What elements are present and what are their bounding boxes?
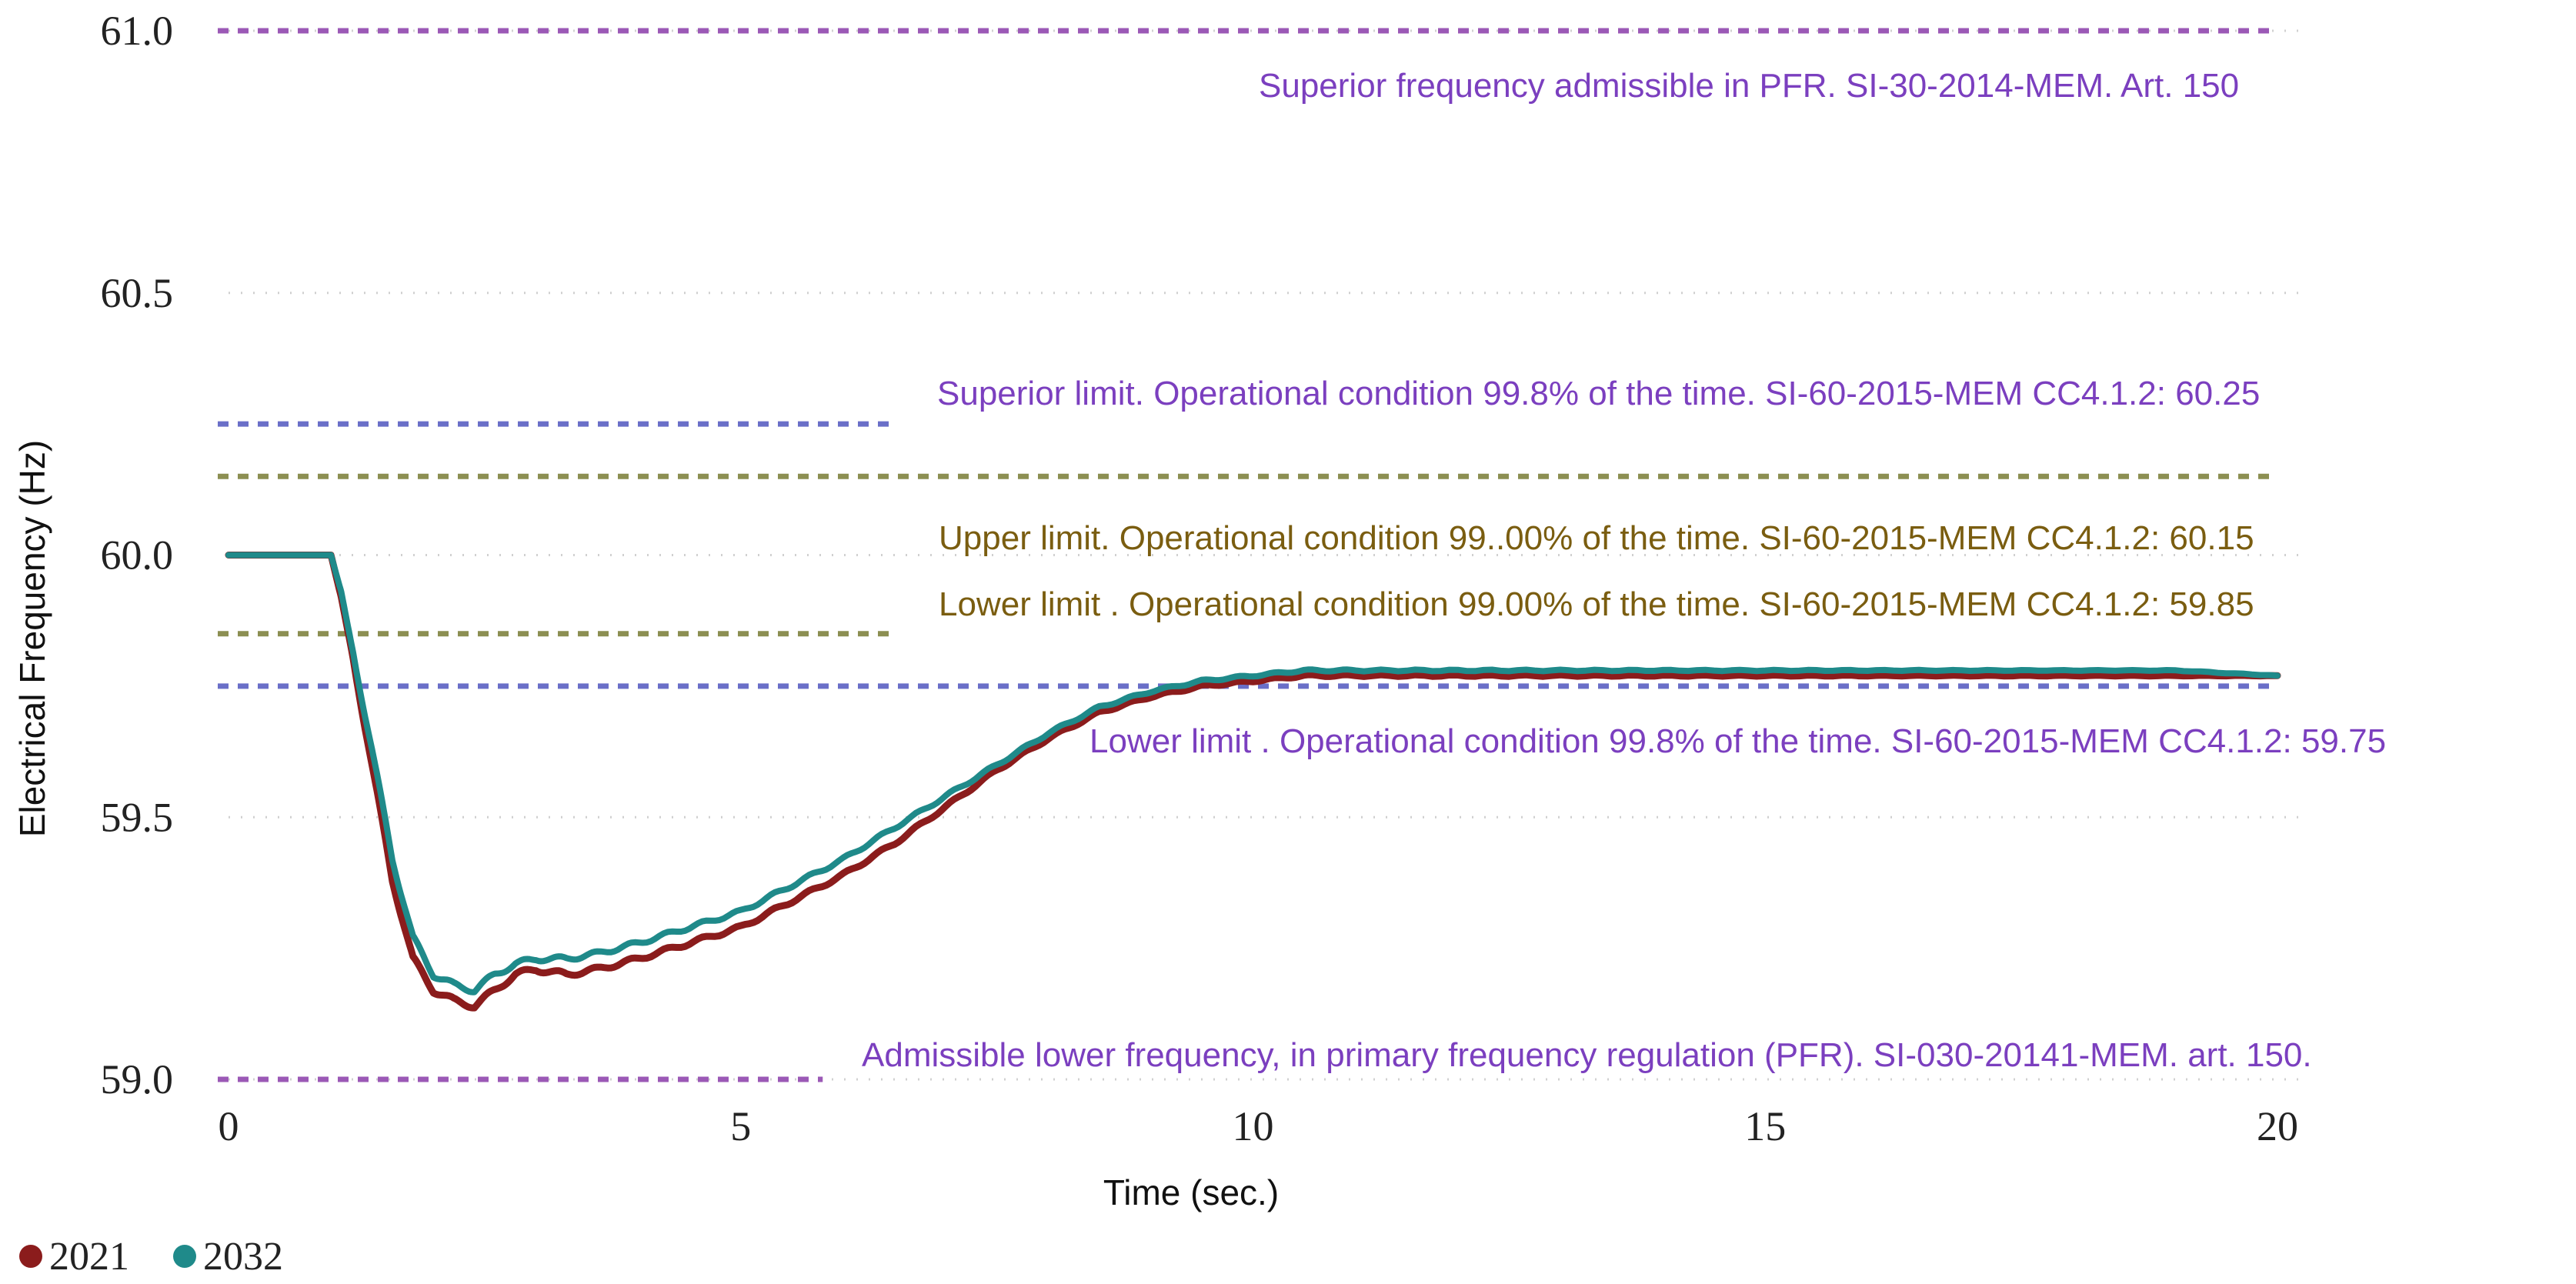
reference-lines xyxy=(218,28,2277,1082)
data-series xyxy=(225,552,2281,1012)
legend-marker-2032 xyxy=(173,1245,196,1268)
y-axis-title: Electrical Frequency (Hz) xyxy=(12,440,52,837)
annotation-label-5: Admissible lower frequency, in primary f… xyxy=(862,1036,2312,1074)
y-tick-label-2: 60.0 xyxy=(101,532,174,579)
annotation-label-2: Upper limit. Operational condition 99..0… xyxy=(939,519,2254,557)
y-axis-ticks: 59.0 59.5 60.0 60.5 61.0 xyxy=(101,8,174,1102)
x-tick-label-3: 15 xyxy=(1744,1103,1786,1149)
legend-label-2021: 2021 xyxy=(49,1235,129,1279)
x-axis-title: Time (sec.) xyxy=(1103,1172,1279,1212)
y-tick-label-0: 59.0 xyxy=(101,1056,174,1102)
annotation-label-0: Superior frequency admissible in PFR. SI… xyxy=(1259,67,2239,105)
x-tick-label-1: 5 xyxy=(730,1103,751,1149)
legend: 2021 2032 xyxy=(19,1235,283,1279)
x-tick-label-2: 10 xyxy=(1233,1103,1274,1149)
legend-marker-2021 xyxy=(19,1245,42,1268)
y-tick-label-1: 59.5 xyxy=(101,794,174,840)
y-tick-label-4: 61.0 xyxy=(101,8,174,54)
series-line-2021 xyxy=(225,552,2281,1012)
series-line-2032 xyxy=(225,552,2281,996)
annotation-label-1: Superior limit. Operational condition 99… xyxy=(937,375,2260,412)
y-tick-label-3: 60.5 xyxy=(101,270,174,316)
grid-lines xyxy=(229,29,2301,1081)
annotation-label-3: Lower limit . Operational condition 99.0… xyxy=(939,585,2254,623)
x-axis-ticks: 0 5 10 15 20 xyxy=(219,1103,2299,1149)
annotation-label-4: Lower limit . Operational condition 99.8… xyxy=(1089,722,2386,760)
annotations: Superior frequency admissible in PFR. SI… xyxy=(862,67,2386,1074)
legend-label-2032: 2032 xyxy=(203,1235,283,1279)
x-tick-label-0: 0 xyxy=(219,1103,239,1149)
x-tick-label-4: 20 xyxy=(2257,1103,2298,1149)
